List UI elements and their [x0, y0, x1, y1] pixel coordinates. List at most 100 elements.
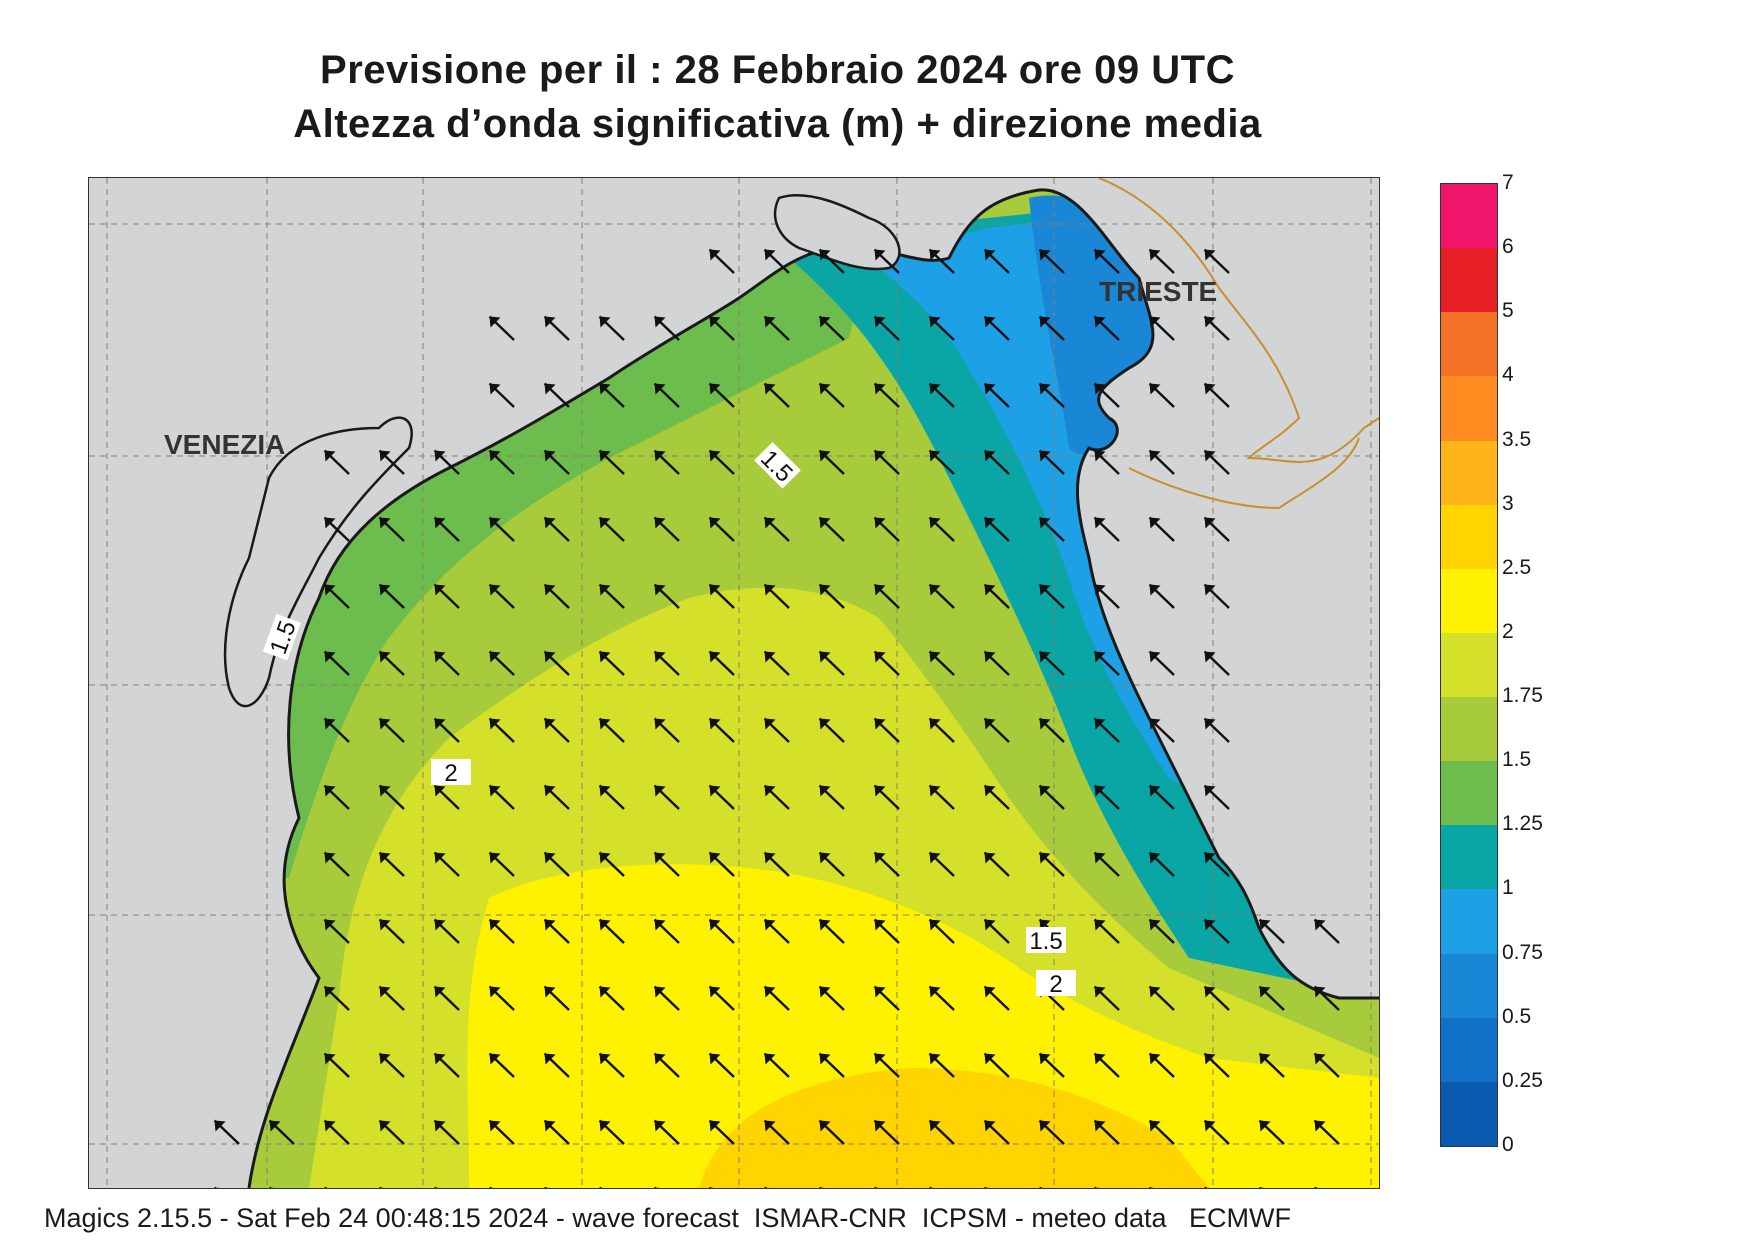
wave-arrow-head: [709, 1053, 721, 1065]
country-border: [1098, 178, 1379, 463]
wave-arrow-head: [1149, 718, 1161, 730]
wave-arrow-head: [764, 651, 776, 663]
wave-arrow-head: [1204, 1120, 1216, 1132]
wave-arrow-head: [379, 1120, 391, 1132]
wave-arrow-head: [874, 316, 886, 328]
wave-arrow-head: [324, 450, 336, 462]
wave-arrow-head: [544, 316, 556, 328]
wave-arrow-head: [324, 785, 336, 797]
wave-arrow-head: [379, 919, 391, 931]
wave-arrow-head: [709, 249, 721, 261]
wave-arrow-head: [1204, 517, 1216, 529]
wave-arrow-head: [1149, 785, 1161, 797]
wave-arrow-head: [599, 316, 611, 328]
contour-label-text: 2: [1049, 971, 1062, 998]
wave-arrow-head: [1204, 383, 1216, 395]
wave-arrow-head: [1094, 249, 1106, 261]
wave-arrow-head: [654, 986, 666, 998]
wave-arrow-head: [1094, 919, 1106, 931]
color-scale-label: 3: [1502, 491, 1514, 515]
color-scale-segment: [1441, 248, 1497, 313]
wave-arrow-head: [874, 1053, 886, 1065]
wave-arrow-head: [1204, 249, 1216, 261]
wave-arrow-head: [929, 651, 941, 663]
city-label: VENEZIA: [164, 429, 285, 460]
wave-arrow-head: [1094, 986, 1106, 998]
contour-label: 2: [431, 759, 471, 787]
color-scale-segment: [1441, 1081, 1497, 1146]
wave-arrow-head: [599, 1120, 611, 1132]
wave-arrow-head: [1204, 1053, 1216, 1065]
wave-arrow-head: [819, 986, 831, 998]
wave-arrow-head: [654, 1120, 666, 1132]
wave-arrow-head: [1094, 852, 1106, 864]
color-scale-label: 6: [1502, 235, 1514, 259]
wave-arrow-head: [819, 1120, 831, 1132]
wave-arrow-head: [214, 1120, 226, 1132]
wave-arrow-head: [1149, 584, 1161, 596]
wave-arrow-head: [1039, 785, 1051, 797]
wave-arrow-head: [1039, 718, 1051, 730]
wave-arrow-head: [929, 1120, 941, 1132]
wave-arrow-head: [489, 785, 501, 797]
map-panel: VENEZIA TRIESTE 1.5 1.5 2 1.5 2: [88, 177, 1380, 1189]
wave-arrow-head: [929, 986, 941, 998]
wave-arrow-head: [599, 450, 611, 462]
wave-arrow-head: [929, 517, 941, 529]
wave-arrow-head: [379, 718, 391, 730]
wave-arrow-head: [1039, 383, 1051, 395]
contour-label: 2: [1036, 970, 1076, 998]
wave-arrow-head: [874, 651, 886, 663]
wave-arrow-head: [1259, 1053, 1271, 1065]
wave-arrow-head: [489, 1053, 501, 1065]
wave-arrow-head: [544, 986, 556, 998]
wave-arrow-head: [1039, 1053, 1051, 1065]
wave-arrow-head: [929, 718, 941, 730]
wave-arrow-head: [1204, 919, 1216, 931]
wave-arrow-head: [984, 651, 996, 663]
wave-arrow-head: [929, 1053, 941, 1065]
color-scale-segment: [1441, 312, 1497, 377]
wave-arrow-head: [1149, 249, 1161, 261]
color-scale-segment: [1441, 376, 1497, 441]
wave-arrow-head: [599, 919, 611, 931]
wave-arrow-head: [654, 1053, 666, 1065]
wave-arrow-head: [764, 1120, 776, 1132]
wave-arrow-head: [599, 785, 611, 797]
map-title: Previsione per il : 28 Febbraio 2024 ore…: [320, 48, 1235, 92]
wave-arrow-head: [874, 584, 886, 596]
wave-arrow-head: [599, 584, 611, 596]
wave-arrow-head: [874, 450, 886, 462]
wave-arrow-head: [819, 919, 831, 931]
wave-arrow-head: [269, 1120, 281, 1132]
color-scale-label: 0.5: [1502, 1004, 1532, 1028]
sea-band-2: [467, 864, 1379, 1188]
wave-arrow-head: [874, 1120, 886, 1132]
wave-arrow-head: [874, 249, 886, 261]
color-scale-label: 0.25: [1502, 1068, 1543, 1092]
wave-arrow-head: [929, 785, 941, 797]
wave-arrow-head: [654, 450, 666, 462]
wave-arrow-head: [1314, 1053, 1326, 1065]
wave-arrow-head: [654, 919, 666, 931]
wave-arrow-head: [324, 651, 336, 663]
wave-arrow-head: [709, 651, 721, 663]
color-scale-label: 5: [1502, 299, 1514, 323]
color-scale-segment: [1441, 825, 1497, 890]
wave-arrow-head: [709, 785, 721, 797]
wave-arrow-head: [1204, 651, 1216, 663]
wave-arrow-head: [379, 986, 391, 998]
wave-arrow-head: [599, 1053, 611, 1065]
wave-arrow-head: [1149, 1120, 1161, 1132]
wave-arrow-head: [984, 249, 996, 261]
wave-arrow-head: [874, 785, 886, 797]
wave-arrow-head: [654, 383, 666, 395]
wave-arrow-head: [1259, 986, 1271, 998]
wave-arrow-head: [764, 517, 776, 529]
wave-arrow-head: [709, 584, 721, 596]
wave-arrow-head: [1039, 517, 1051, 529]
contour-label-text: 1.5: [1029, 928, 1062, 955]
wave-arrow-head: [379, 785, 391, 797]
lat-lon-grid: [89, 178, 1379, 1188]
